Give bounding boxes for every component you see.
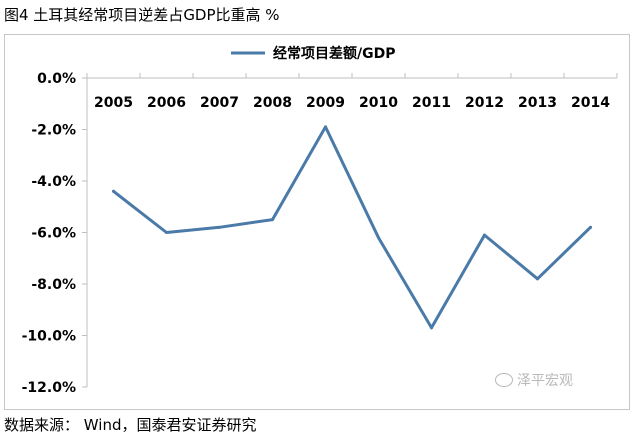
data-point — [377, 236, 380, 240]
y-tick-label: -4.0% — [31, 174, 76, 190]
x-tick-label: 2014 — [571, 95, 610, 111]
chart-frame: 0.0% -2.0% -4.0% -6.0% -8.0% -10.0% -12.0% 2005… — [4, 34, 630, 410]
data-point — [536, 277, 539, 281]
x-tick-label: 2013 — [518, 95, 557, 111]
x-tick-label: 2011 — [412, 95, 451, 111]
x-tick-label: 2012 — [465, 95, 504, 111]
figure-title: 图4 土耳其经常项目逆差占GDP比重高 % — [4, 6, 280, 24]
x-tick-label: 2009 — [306, 95, 345, 111]
line-chart: 0.0% -2.0% -4.0% -6.0% -8.0% -10.0% -12.0% 2005… — [22, 45, 618, 396]
x-tick-label: 2010 — [359, 95, 398, 111]
y-tick-label: -6.0% — [31, 226, 76, 242]
data-point — [430, 326, 433, 330]
watermark: 泽平宏观 — [495, 370, 573, 390]
data-point — [589, 225, 592, 229]
x-tick-label: 2005 — [94, 95, 133, 111]
legend-label: 经常项目差额/GDP — [273, 45, 396, 62]
data-point — [483, 233, 486, 237]
source-note: 数据来源： Wind，国泰君安证券研究 — [4, 416, 257, 434]
y-tick-label: -2.0% — [31, 123, 76, 139]
watermark-text: 泽平宏观 — [517, 373, 573, 389]
data-point — [271, 218, 274, 222]
data-point — [324, 125, 327, 129]
data-point — [112, 189, 115, 193]
data-point — [218, 225, 221, 229]
y-tick-label: -10.0% — [22, 329, 76, 345]
x-tick-label: 2008 — [253, 95, 292, 111]
x-tick-label: 2007 — [200, 95, 239, 111]
data-point — [165, 231, 168, 234]
series-line — [112, 125, 592, 330]
wechat-icon — [495, 373, 513, 387]
y-tick-label: 0.0% — [37, 71, 76, 87]
y-tick-label: -12.0% — [22, 380, 76, 396]
x-tick-label: 2006 — [147, 95, 186, 111]
y-tick-label: -8.0% — [31, 277, 76, 293]
